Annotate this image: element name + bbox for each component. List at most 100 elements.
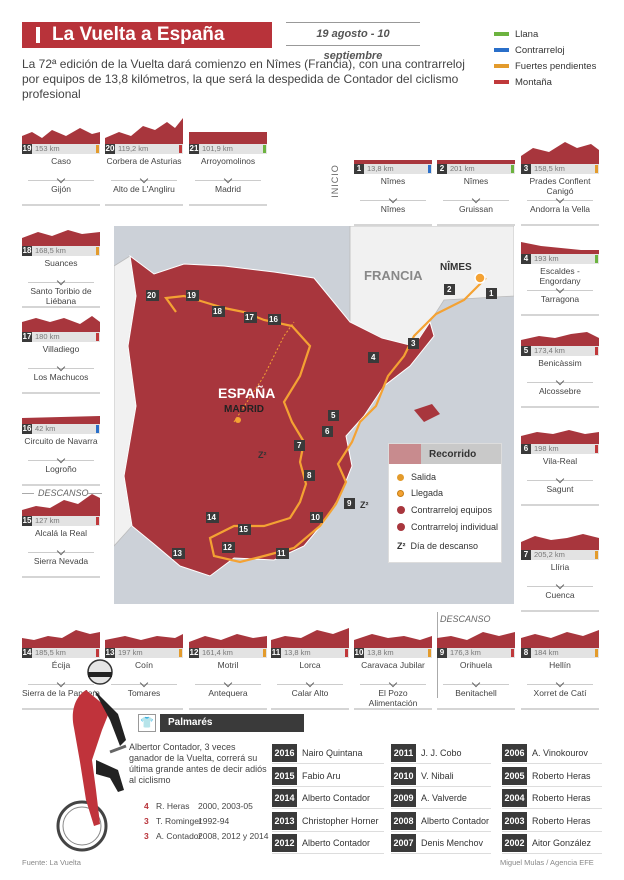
stage-end: Gijón: [51, 184, 71, 194]
stage-start: Motril: [217, 660, 239, 670]
stage-start: Nîmes: [380, 176, 406, 186]
row-divider: [272, 830, 384, 832]
stage-marker-label: 1: [489, 289, 494, 298]
stage-distance: 13,8 km: [284, 648, 311, 657]
elevation-profile: [354, 634, 432, 648]
stage-info-bar: 2 201 km: [437, 164, 515, 174]
rank-count: 3: [144, 831, 149, 841]
row-divider: [502, 830, 602, 832]
elevation-profile: [521, 430, 599, 444]
stage-start: Prades Conflent Canigó: [529, 176, 591, 196]
stage-marker: [322, 426, 333, 437]
stage-divider: [527, 586, 593, 587]
elevation-profile: [521, 534, 599, 550]
stage-info-bar: 19 153 km: [22, 144, 100, 154]
winner-year: 2016: [272, 744, 297, 762]
elevation-profile: [354, 160, 432, 164]
descanso-rule-left: [22, 493, 34, 494]
stage-marker: [304, 470, 315, 481]
stage-card-19: 19 153 km Caso Gijón: [22, 118, 100, 206]
row-divider: [502, 808, 602, 809]
chevron-down-icon: [56, 454, 66, 464]
stage-card-16: 16 42 km Circuito de Navarra Logroño: [22, 398, 100, 486]
stage-distance: 173,4 km: [534, 346, 565, 355]
card-footer-line: [521, 314, 599, 316]
legend-swatch: [494, 32, 509, 36]
stage-info-bar: 17 180 km: [22, 332, 100, 342]
stage-number: 9: [437, 648, 447, 658]
balearic-islands: [414, 404, 440, 422]
stage-marker: [238, 524, 251, 535]
winner-name: Alberto Contador: [302, 793, 371, 803]
stage-type-marker: [96, 247, 99, 255]
row-divider: [391, 830, 491, 832]
stage-card-11: 11 13,8 km Lorca Calar Alto: [271, 622, 349, 710]
stage-marker-label: 10: [311, 513, 320, 522]
stage-card-8: 8 184 km Hellín Xorret de Catí: [521, 622, 599, 710]
route-swatch: [389, 444, 421, 464]
stage-marker-label: 2: [447, 285, 452, 294]
stage-distance: 197 km: [118, 648, 143, 657]
legend-item-montana: Montaña: [494, 74, 604, 90]
row-divider: [391, 808, 491, 809]
winner-year: 2005: [502, 766, 527, 785]
stage-end: Sierra de la Pandera: [22, 688, 100, 698]
route-transfer: [233, 321, 295, 423]
stage-type-marker: [428, 649, 431, 657]
elevation-profile: [22, 494, 100, 516]
row-divider: [502, 853, 602, 854]
stage-info-bar: 11 13,8 km: [271, 648, 349, 658]
winner-name: Alberto Contador: [421, 815, 490, 826]
stage-divider: [28, 282, 94, 283]
stage-start: Lorca: [299, 660, 321, 670]
stage-divider: [277, 684, 343, 685]
elevation-profile: [189, 634, 267, 648]
legend-item-fuertes-pendientes: Fuertes pendientes: [494, 58, 604, 74]
winner-row: 2003 Roberto Heras: [502, 811, 602, 832]
winner-row: 2015 Fabio Aru: [272, 766, 384, 787]
stage-distance: 101,9 km: [202, 144, 233, 153]
stage-info-bar: 9 176,3 km: [437, 648, 515, 658]
stage-start: Coín: [135, 660, 153, 670]
winner-name: Aitor González: [532, 838, 592, 848]
stage-end: Alcossebre: [538, 386, 582, 396]
stage-end: Logroño: [45, 464, 77, 474]
intro-text: La 72ª edición de la Vuelta dará comienz…: [22, 57, 465, 101]
stage-type-marker: [96, 145, 99, 153]
stage-card-3: 3 158,5 km Prades Conflent Canigó Andorra l…: [521, 138, 599, 226]
winner-year: 2004: [502, 789, 527, 807]
card-footer-line: [22, 576, 100, 578]
winner-row: 2007 Denis Menchov: [391, 834, 491, 854]
winner-year: 2013: [272, 811, 297, 830]
stage-divider: [28, 180, 94, 181]
stage-end: El Pozo Alimentación: [368, 688, 418, 708]
stage-marker: [146, 290, 159, 301]
stage-end: Alto de L'Angliru: [113, 184, 175, 194]
stage-number: 3: [521, 164, 531, 174]
stage-distance: 158,5 km: [534, 164, 565, 173]
stage-end: Andorra la Vella: [529, 204, 590, 214]
stage-start: Corbera de Asturias: [106, 156, 182, 166]
row-divider: [502, 763, 602, 764]
card-footer-line: [437, 224, 515, 226]
winner-year: 2011: [391, 744, 416, 762]
palmares-text: Albertor Contador, 3 veces ganador de la…: [129, 742, 267, 785]
stage-divider: [195, 180, 261, 181]
winner-name: Christopher Horner: [302, 815, 379, 826]
stage-marker: [444, 284, 455, 295]
stage-end: Antequera: [208, 688, 248, 698]
stage-marker-label: 6: [325, 427, 330, 436]
rank-name: R. Heras: [156, 801, 190, 811]
stage-end: Sierra Nevada: [33, 556, 89, 566]
stage-number: 11: [271, 648, 281, 658]
legend-item-contrarreloj: Contrarreloj: [494, 42, 604, 58]
card-footer-line: [521, 224, 599, 226]
map-legend: Recorrido Salida Llegada Contrarreloj eq…: [388, 443, 502, 563]
stage-card-2: 2 201 km Nîmes Gruissan: [437, 138, 515, 226]
stage-end: Santo Toribio de Liébana: [30, 286, 92, 306]
stage-distance: 119,2 km: [118, 144, 149, 153]
winner-year: 2014: [272, 789, 297, 807]
spain-land: [123, 254, 435, 577]
stage-info-bar: 4 193 km: [521, 254, 599, 264]
stage-start: Orihuela: [459, 660, 493, 670]
